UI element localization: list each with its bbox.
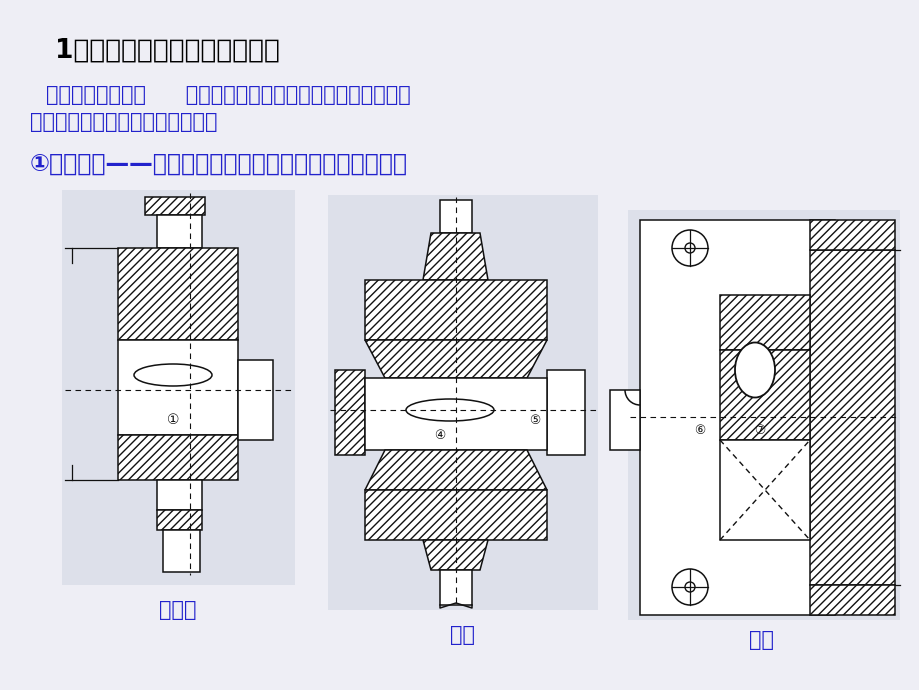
Text: 轴向固定的目的：      保证零件在轴上有确定的轴向位置，防止: 轴向固定的目的： 保证零件在轴上有确定的轴向位置，防止 <box>46 85 410 105</box>
Polygon shape <box>439 570 471 605</box>
Text: ⑥: ⑥ <box>694 424 705 437</box>
Polygon shape <box>423 233 487 280</box>
Text: ①: ① <box>166 413 179 427</box>
Polygon shape <box>423 540 487 570</box>
Polygon shape <box>145 197 205 215</box>
Text: 联轴器: 联轴器 <box>159 600 197 620</box>
Polygon shape <box>157 510 202 530</box>
Text: ④: ④ <box>434 428 445 442</box>
Circle shape <box>685 582 694 592</box>
Polygon shape <box>365 378 547 450</box>
Polygon shape <box>365 280 547 340</box>
Polygon shape <box>118 248 238 340</box>
Polygon shape <box>328 195 597 610</box>
Ellipse shape <box>405 399 494 421</box>
Polygon shape <box>118 340 238 435</box>
Polygon shape <box>118 435 238 480</box>
Text: 1、轴上零件的轴向定位和固定: 1、轴上零件的轴向定位和固定 <box>55 38 279 64</box>
Polygon shape <box>335 370 365 455</box>
Polygon shape <box>365 490 547 540</box>
Ellipse shape <box>134 364 211 386</box>
Text: ⑤: ⑤ <box>528 413 540 426</box>
Polygon shape <box>157 215 202 248</box>
Text: ⑦: ⑦ <box>754 424 765 437</box>
Circle shape <box>685 243 694 253</box>
Polygon shape <box>809 250 894 585</box>
Polygon shape <box>720 295 809 350</box>
Ellipse shape <box>734 342 774 397</box>
Polygon shape <box>163 530 199 572</box>
Polygon shape <box>62 190 295 585</box>
Polygon shape <box>609 390 640 450</box>
Polygon shape <box>157 480 202 510</box>
Polygon shape <box>809 585 894 615</box>
Circle shape <box>671 230 708 266</box>
Text: 轴承: 轴承 <box>749 630 774 650</box>
Text: 零件作轴向移动，并能承受轴向力: 零件作轴向移动，并能承受轴向力 <box>30 112 217 132</box>
Polygon shape <box>365 450 547 490</box>
Text: 齿轮: 齿轮 <box>450 625 475 645</box>
Circle shape <box>671 569 708 605</box>
Polygon shape <box>238 360 273 440</box>
Polygon shape <box>439 200 471 233</box>
Polygon shape <box>720 440 809 540</box>
Polygon shape <box>640 220 874 615</box>
Polygon shape <box>628 210 899 620</box>
Polygon shape <box>547 370 584 455</box>
Text: ①轴肩固定——结构简单、可靠，并能承受较大轴向力。: ①轴肩固定——结构简单、可靠，并能承受较大轴向力。 <box>30 152 407 176</box>
Polygon shape <box>720 350 809 440</box>
Polygon shape <box>365 340 547 378</box>
Polygon shape <box>809 220 894 250</box>
